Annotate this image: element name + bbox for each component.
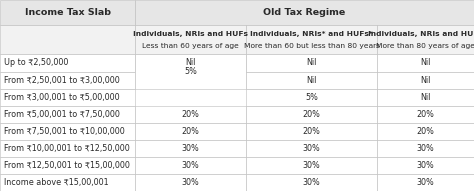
- Bar: [0, 174, 135, 191]
- Bar: [246, 140, 377, 157]
- Bar: [246, 25, 377, 54]
- Bar: [135, 174, 246, 191]
- Text: 30%: 30%: [182, 144, 200, 153]
- Bar: [135, 0, 474, 25]
- Bar: [0, 157, 135, 174]
- Text: Nil: Nil: [420, 93, 430, 102]
- Bar: [135, 25, 246, 54]
- Text: Less than 60 years of age: Less than 60 years of age: [142, 43, 239, 49]
- Text: Old Tax Regime: Old Tax Regime: [264, 8, 346, 17]
- Text: 20%: 20%: [303, 110, 320, 119]
- Bar: [246, 54, 377, 71]
- Bar: [135, 54, 246, 71]
- Text: Nil: Nil: [186, 58, 196, 67]
- Bar: [0, 140, 135, 157]
- Bar: [0, 54, 135, 71]
- Bar: [246, 123, 377, 140]
- Bar: [135, 54, 246, 89]
- Bar: [377, 25, 474, 54]
- Text: 30%: 30%: [182, 178, 200, 187]
- Text: Individuals, NRIs and HUFs: Individuals, NRIs and HUFs: [368, 31, 474, 37]
- Text: 5%: 5%: [305, 93, 318, 102]
- Text: Individuals, NRIs and HUFs: Individuals, NRIs and HUFs: [133, 31, 248, 37]
- Bar: [246, 89, 377, 106]
- Text: 20%: 20%: [417, 110, 434, 119]
- Text: 30%: 30%: [417, 144, 434, 153]
- Text: More than 80 years of age: More than 80 years of age: [376, 43, 474, 49]
- Bar: [0, 89, 135, 106]
- Text: From ₹7,50,001 to ₹10,00,000: From ₹7,50,001 to ₹10,00,000: [4, 127, 125, 136]
- Text: 20%: 20%: [303, 127, 320, 136]
- Bar: [135, 123, 246, 140]
- Text: 30%: 30%: [417, 178, 434, 187]
- Bar: [246, 157, 377, 174]
- Bar: [0, 106, 135, 123]
- Bar: [135, 106, 246, 123]
- Text: From ₹12,50,001 to ₹15,00,000: From ₹12,50,001 to ₹15,00,000: [4, 161, 130, 170]
- Text: From ₹5,00,001 to ₹7,50,000: From ₹5,00,001 to ₹7,50,000: [4, 110, 119, 119]
- Text: More than 60 but less than 80 years: More than 60 but less than 80 years: [244, 43, 380, 49]
- Text: 5%: 5%: [184, 67, 197, 76]
- Bar: [246, 106, 377, 123]
- Text: 20%: 20%: [182, 110, 200, 119]
- Text: Income Tax Slab: Income Tax Slab: [25, 8, 110, 17]
- Bar: [0, 0, 135, 25]
- Text: 30%: 30%: [182, 161, 200, 170]
- Text: Individuals, NRIs* and HUFs*: Individuals, NRIs* and HUFs*: [250, 31, 373, 37]
- Bar: [135, 140, 246, 157]
- Text: From ₹2,50,001 to ₹3,00,000: From ₹2,50,001 to ₹3,00,000: [4, 76, 119, 85]
- Text: Nil: Nil: [307, 58, 317, 67]
- Bar: [377, 174, 474, 191]
- Bar: [377, 157, 474, 174]
- Text: Up to ₹2,50,000: Up to ₹2,50,000: [4, 58, 68, 67]
- Text: 20%: 20%: [417, 127, 434, 136]
- Text: 30%: 30%: [303, 178, 320, 187]
- Text: 30%: 30%: [303, 144, 320, 153]
- Text: Nil: Nil: [420, 76, 430, 85]
- Text: 30%: 30%: [417, 161, 434, 170]
- Text: 30%: 30%: [303, 161, 320, 170]
- Bar: [0, 71, 135, 89]
- Bar: [377, 123, 474, 140]
- Bar: [246, 71, 377, 89]
- Bar: [377, 71, 474, 89]
- Bar: [377, 89, 474, 106]
- Bar: [0, 25, 135, 54]
- Text: 20%: 20%: [182, 127, 200, 136]
- Text: Income above ₹15,00,001: Income above ₹15,00,001: [4, 178, 109, 187]
- Bar: [377, 140, 474, 157]
- Bar: [377, 54, 474, 71]
- Text: Nil: Nil: [420, 58, 430, 67]
- Bar: [246, 174, 377, 191]
- Bar: [135, 157, 246, 174]
- Text: From ₹3,00,001 to ₹5,00,000: From ₹3,00,001 to ₹5,00,000: [4, 93, 119, 102]
- Text: Nil: Nil: [307, 76, 317, 85]
- Bar: [377, 106, 474, 123]
- Text: From ₹10,00,001 to ₹12,50,000: From ₹10,00,001 to ₹12,50,000: [4, 144, 129, 153]
- Bar: [0, 123, 135, 140]
